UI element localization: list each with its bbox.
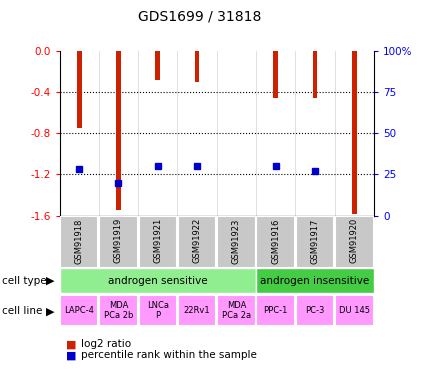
Bar: [296, 216, 334, 268]
Bar: [335, 216, 374, 268]
Bar: [139, 296, 177, 326]
Text: MDA
PCa 2a: MDA PCa 2a: [222, 301, 251, 320]
Text: GSM91919: GSM91919: [114, 218, 123, 264]
Bar: [273, 51, 278, 98]
Bar: [313, 51, 317, 98]
Text: ■: ■: [66, 339, 76, 349]
Text: MDA
PCa 2b: MDA PCa 2b: [104, 301, 133, 320]
Bar: [60, 296, 99, 326]
Bar: [256, 268, 374, 293]
Bar: [60, 268, 256, 293]
Text: cell line: cell line: [2, 306, 42, 316]
Bar: [99, 296, 138, 326]
Text: ▶: ▶: [46, 276, 54, 285]
Bar: [77, 51, 82, 128]
Text: log2 ratio: log2 ratio: [81, 339, 131, 349]
Bar: [352, 51, 357, 214]
Text: GSM91922: GSM91922: [193, 218, 201, 264]
Text: LNCa
P: LNCa P: [147, 301, 169, 320]
Text: DU 145: DU 145: [339, 306, 370, 315]
Text: androgen insensitive: androgen insensitive: [261, 276, 370, 286]
Text: GSM91923: GSM91923: [232, 218, 241, 264]
Text: PPC-1: PPC-1: [264, 306, 288, 315]
Bar: [256, 296, 295, 326]
Bar: [217, 296, 256, 326]
Bar: [156, 51, 160, 80]
Text: GSM91920: GSM91920: [350, 218, 359, 264]
Bar: [195, 51, 199, 82]
Bar: [178, 216, 216, 268]
Text: PC-3: PC-3: [305, 306, 325, 315]
Bar: [99, 216, 138, 268]
Bar: [296, 296, 334, 326]
Bar: [335, 296, 374, 326]
Text: cell type: cell type: [2, 276, 47, 285]
Text: GSM91921: GSM91921: [153, 218, 162, 264]
Bar: [217, 216, 256, 268]
Bar: [139, 216, 177, 268]
Text: percentile rank within the sample: percentile rank within the sample: [81, 351, 257, 360]
Text: androgen sensitive: androgen sensitive: [108, 276, 207, 286]
Bar: [178, 296, 216, 326]
Bar: [256, 216, 295, 268]
Text: GDS1699 / 31818: GDS1699 / 31818: [138, 9, 261, 23]
Text: GSM91917: GSM91917: [311, 218, 320, 264]
Bar: [116, 51, 121, 210]
Text: ■: ■: [66, 351, 76, 360]
Text: 22Rv1: 22Rv1: [184, 306, 210, 315]
Bar: [60, 216, 99, 268]
Text: ▶: ▶: [46, 306, 54, 316]
Text: GSM91916: GSM91916: [271, 218, 280, 264]
Text: LAPC-4: LAPC-4: [64, 306, 94, 315]
Text: GSM91918: GSM91918: [75, 218, 84, 264]
